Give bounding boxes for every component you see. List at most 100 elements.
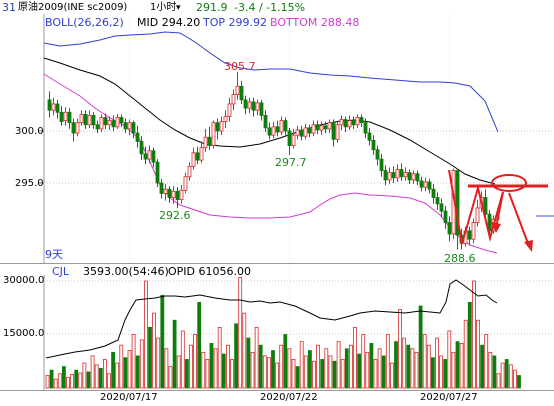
candle-body-99	[443, 210, 448, 223]
volume-bar-58	[283, 334, 288, 389]
date-label-1: 2020/07/17	[100, 392, 158, 403]
boll-label: BOLL(26,26,2)	[45, 16, 124, 29]
candle-body-48	[239, 85, 244, 101]
candle-body-33	[179, 189, 184, 201]
volume-bar-76	[357, 353, 362, 389]
drawn-arrow-right-line	[508, 192, 530, 247]
candle-body-13	[99, 117, 104, 130]
volume-bar-110	[496, 373, 501, 389]
candle-body-37	[195, 152, 200, 161]
volume-bar-61	[295, 366, 300, 389]
volume-bar-91	[418, 305, 423, 389]
volume-bar-83	[385, 334, 390, 389]
candle-body-46	[231, 94, 236, 105]
candle-body-49	[243, 99, 248, 109]
volume-bar-79	[369, 343, 374, 389]
candle-body-106	[471, 222, 476, 240]
swing-annotation: 297.7	[275, 156, 307, 169]
volume-axis-30000: 30000.0	[3, 275, 45, 286]
volume-bar-40	[209, 343, 214, 389]
volume-indicator-label: CJL	[52, 265, 70, 278]
candle-body-51	[251, 101, 256, 111]
volume-bar-38	[201, 351, 206, 389]
volume-bar-43	[221, 353, 226, 389]
candle-body-42	[215, 122, 220, 132]
candle-body-79	[363, 122, 368, 134]
volume-bar-75	[353, 326, 357, 389]
volume-bar-51	[254, 326, 259, 389]
candle-body-58	[279, 120, 284, 133]
volume-bar-96	[439, 355, 444, 389]
volume-axis-15000: 15000.0	[3, 328, 45, 339]
volume-bar-33	[180, 330, 185, 389]
candle-body-66	[311, 124, 316, 134]
volume-bar-26	[152, 312, 157, 389]
volume-info: 3593.00(54:46)	[83, 265, 169, 278]
volume-bar-10	[86, 371, 91, 389]
volume-bar-64	[307, 350, 312, 389]
candle-body-95	[427, 181, 432, 190]
high-annotation: 305.7	[224, 60, 256, 73]
volume-bar-29	[164, 348, 169, 389]
volume-bar-36	[193, 334, 198, 389]
price-change: -3.4 / -1.15%	[234, 1, 306, 14]
candle-body-36	[191, 152, 196, 167]
volume-bar-24	[143, 280, 148, 389]
volume-bar-21	[131, 334, 136, 389]
volume-bar-16	[111, 351, 115, 389]
volume-bar-49	[246, 337, 251, 389]
candle-body-28	[159, 182, 164, 194]
candle-body-64	[303, 127, 308, 137]
chevron-down-icon[interactable]: ▾	[176, 3, 181, 13]
pane-divider[interactable]	[0, 263, 554, 264]
candle-body-60	[287, 130, 292, 146]
candle-body-10	[87, 115, 92, 126]
volume-bar-34	[184, 359, 189, 389]
candle-body-86	[391, 172, 396, 179]
boll-top-line	[43, 31, 499, 133]
volume-bar-41	[213, 348, 218, 389]
volume-bar-111	[500, 362, 505, 389]
candle-body-31	[171, 190, 176, 198]
title-bar: 31 原油2009(INE sc2009) 1小时 ▾ 291.9 -3.4 /…	[0, 0, 554, 14]
candle-body-85	[387, 172, 392, 181]
candle-body-70	[327, 122, 332, 130]
candle-body-6	[71, 122, 76, 134]
candle-body-88	[399, 169, 404, 178]
volume-bar-65	[312, 360, 316, 389]
candle-body-35	[187, 165, 192, 178]
candle-body-54	[263, 115, 268, 129]
volume-bar-28	[160, 294, 165, 389]
candle-body-67	[315, 124, 320, 131]
volume-bar-104	[471, 280, 476, 389]
volume-bar-82	[381, 355, 386, 389]
volume-bar-54	[266, 357, 271, 389]
volume-bar-71	[336, 341, 341, 389]
volume-bar-84	[389, 362, 394, 389]
period-selector[interactable]: 1小时	[150, 2, 177, 13]
volume-bar-45	[230, 359, 234, 389]
candle-body-24	[143, 153, 148, 160]
open-interest-line	[45, 279, 498, 359]
volume-bar-19	[123, 357, 128, 389]
volume-bar-60	[291, 359, 296, 389]
volume-bar-93	[426, 344, 431, 389]
candle-body-53	[259, 102, 264, 116]
volume-bar-94	[430, 357, 435, 389]
price-axis-295: 295.0	[15, 178, 44, 189]
instrument-name[interactable]: 原油2009(INE sc2009)	[18, 2, 128, 13]
tab-number[interactable]: 31	[2, 1, 16, 14]
volume-bar-66	[316, 344, 321, 389]
volume-bar-13	[98, 367, 103, 389]
volume-bar-6	[70, 374, 74, 389]
candle-body-2	[55, 103, 60, 113]
volume-bar-68	[324, 348, 329, 389]
volume-bar-92	[422, 334, 427, 389]
candle-body-90	[407, 172, 412, 181]
candle-body-77	[355, 117, 360, 126]
candle-body-39	[203, 136, 208, 149]
candle-body-76	[351, 120, 356, 126]
candle-body-29	[163, 188, 168, 194]
